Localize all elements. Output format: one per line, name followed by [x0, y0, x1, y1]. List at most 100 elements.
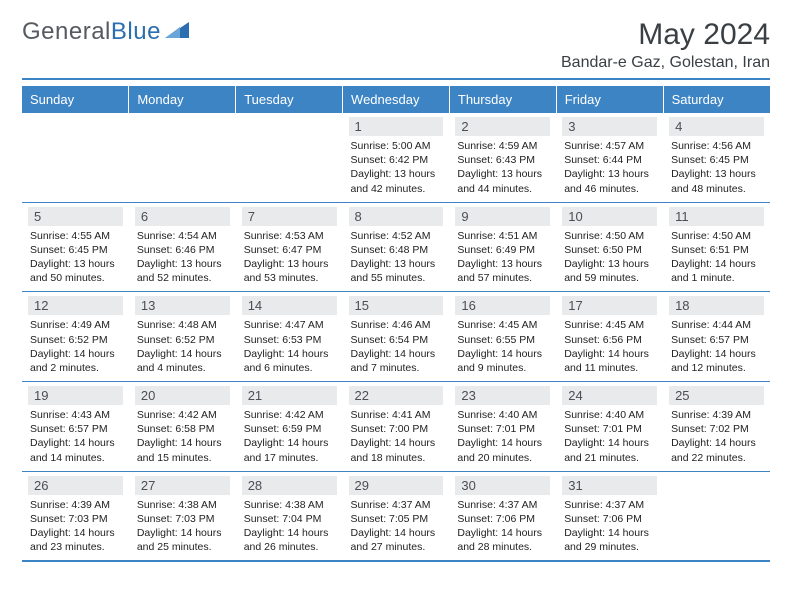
- sun-info: Sunrise: 4:57 AMSunset: 6:44 PMDaylight:…: [562, 139, 657, 196]
- sun-info: Sunrise: 4:52 AMSunset: 6:48 PMDaylight:…: [349, 229, 444, 286]
- calendar-week-row: 5 Sunrise: 4:55 AMSunset: 6:45 PMDaylight…: [22, 202, 770, 292]
- title-block: May 2024 Bandar-e Gaz, Golestan, Iran: [561, 18, 770, 72]
- sun-info: Sunrise: 4:37 AMSunset: 7:05 PMDaylight:…: [349, 498, 444, 555]
- calendar-cell: [236, 113, 343, 202]
- calendar-cell: 16Sunrise: 4:45 AMSunset: 6:55 PMDayligh…: [449, 292, 556, 382]
- day-number: 7: [242, 207, 337, 226]
- day-number: 8: [349, 207, 444, 226]
- sun-info: Sunrise: 4:46 AMSunset: 6:54 PMDaylight:…: [349, 318, 444, 375]
- day-number: 15: [349, 296, 444, 315]
- day-number: 18: [669, 296, 764, 315]
- sun-info: Sunrise: 4:39 AMSunset: 7:02 PMDaylight:…: [669, 408, 764, 465]
- calendar-cell: 19 Sunrise: 4:43 AMSunset: 6:57 PMDayligh…: [22, 382, 129, 472]
- calendar-week-row: 19 Sunrise: 4:43 AMSunset: 6:57 PMDayligh…: [22, 382, 770, 472]
- day-number: 31: [562, 476, 657, 495]
- calendar-cell: 11 Sunrise: 4:50 AMSunset: 6:51 PMDayligh…: [663, 202, 770, 292]
- sun-info: Sunrise: 4:48 AMSunset: 6:52 PMDaylight:…: [135, 318, 230, 375]
- day-number: 11: [669, 207, 764, 226]
- brand-triangle-icon: [165, 20, 191, 45]
- day-number: 9: [455, 207, 550, 226]
- calendar-head: SundayMondayTuesdayWednesdayThursdayFrid…: [22, 86, 770, 113]
- day-number: 21: [242, 386, 337, 405]
- sun-info: Sunrise: 4:42 AMSunset: 6:58 PMDaylight:…: [135, 408, 230, 465]
- calendar-cell: 2Sunrise: 4:59 AMSunset: 6:43 PMDaylight…: [449, 113, 556, 202]
- calendar-cell: 31Sunrise: 4:37 AMSunset: 7:06 PMDayligh…: [556, 471, 663, 560]
- brand-name-b: Blue: [111, 18, 161, 45]
- brand-logo: GeneralBlue: [22, 18, 191, 46]
- sun-info: Sunrise: 5:00 AMSunset: 6:42 PMDaylight:…: [349, 139, 444, 196]
- location-label: Bandar-e Gaz, Golestan, Iran: [561, 54, 770, 72]
- weekday-header: Saturday: [663, 86, 770, 113]
- calendar-cell: 30Sunrise: 4:37 AMSunset: 7:06 PMDayligh…: [449, 471, 556, 560]
- weekday-header: Tuesday: [236, 86, 343, 113]
- sun-info: Sunrise: 4:41 AMSunset: 7:00 PMDaylight:…: [349, 408, 444, 465]
- calendar-cell: 9 Sunrise: 4:51 AMSunset: 6:49 PMDaylight…: [449, 202, 556, 292]
- calendar-cell: 6 Sunrise: 4:54 AMSunset: 6:46 PMDaylight…: [129, 202, 236, 292]
- calendar-week-row: 26 Sunrise: 4:39 AMSunset: 7:03 PMDayligh…: [22, 471, 770, 560]
- sun-info: Sunrise: 4:42 AMSunset: 6:59 PMDaylight:…: [242, 408, 337, 465]
- day-number: 19: [28, 386, 123, 405]
- day-number: 5: [28, 207, 123, 226]
- calendar-cell: 4 Sunrise: 4:56 AMSunset: 6:45 PMDaylight…: [663, 113, 770, 202]
- sun-info: Sunrise: 4:40 AMSunset: 7:01 PMDaylight:…: [455, 408, 550, 465]
- calendar-cell: 15 Sunrise: 4:46 AMSunset: 6:54 PMDayligh…: [343, 292, 450, 382]
- sun-info: Sunrise: 4:59 AMSunset: 6:43 PMDaylight:…: [455, 139, 550, 196]
- sun-info: Sunrise: 4:47 AMSunset: 6:53 PMDaylight:…: [242, 318, 337, 375]
- sun-info: Sunrise: 4:54 AMSunset: 6:46 PMDaylight:…: [135, 229, 230, 286]
- day-number: 4: [669, 117, 764, 136]
- calendar-cell: 23Sunrise: 4:40 AMSunset: 7:01 PMDayligh…: [449, 382, 556, 472]
- sun-info: Sunrise: 4:39 AMSunset: 7:03 PMDaylight:…: [28, 498, 123, 555]
- sun-info: Sunrise: 4:44 AMSunset: 6:57 PMDaylight:…: [669, 318, 764, 375]
- calendar-cell: 7 Sunrise: 4:53 AMSunset: 6:47 PMDaylight…: [236, 202, 343, 292]
- calendar-wrap: SundayMondayTuesdayWednesdayThursdayFrid…: [22, 78, 770, 562]
- sun-info: Sunrise: 4:56 AMSunset: 6:45 PMDaylight:…: [669, 139, 764, 196]
- day-number: 20: [135, 386, 230, 405]
- calendar-cell: 3 Sunrise: 4:57 AMSunset: 6:44 PMDaylight…: [556, 113, 663, 202]
- calendar-cell: 24 Sunrise: 4:40 AMSunset: 7:01 PMDayligh…: [556, 382, 663, 472]
- day-number: 26: [28, 476, 123, 495]
- weekday-header: Monday: [129, 86, 236, 113]
- sun-info: Sunrise: 4:43 AMSunset: 6:57 PMDaylight:…: [28, 408, 123, 465]
- calendar-cell: [22, 113, 129, 202]
- weekday-header: Friday: [556, 86, 663, 113]
- day-number: 6: [135, 207, 230, 226]
- weekday-header: Thursday: [449, 86, 556, 113]
- sun-info: Sunrise: 4:37 AMSunset: 7:06 PMDaylight:…: [455, 498, 550, 555]
- sun-info: Sunrise: 4:45 AMSunset: 6:56 PMDaylight:…: [562, 318, 657, 375]
- day-number: 29: [349, 476, 444, 495]
- calendar-cell: 8 Sunrise: 4:52 AMSunset: 6:48 PMDaylight…: [343, 202, 450, 292]
- sun-info: Sunrise: 4:53 AMSunset: 6:47 PMDaylight:…: [242, 229, 337, 286]
- sun-info: Sunrise: 4:40 AMSunset: 7:01 PMDaylight:…: [562, 408, 657, 465]
- day-number: 22: [349, 386, 444, 405]
- calendar-cell: [663, 471, 770, 560]
- weekday-header: Wednesday: [343, 86, 450, 113]
- calendar-cell: 12Sunrise: 4:49 AMSunset: 6:52 PMDayligh…: [22, 292, 129, 382]
- day-number: 10: [562, 207, 657, 226]
- calendar-table: SundayMondayTuesdayWednesdayThursdayFrid…: [22, 86, 770, 560]
- brand-name-a: General: [22, 18, 111, 45]
- page-header: GeneralBlue May 2024 Bandar-e Gaz, Goles…: [22, 18, 770, 72]
- sun-info: Sunrise: 4:50 AMSunset: 6:51 PMDaylight:…: [669, 229, 764, 286]
- day-number: 14: [242, 296, 337, 315]
- calendar-cell: [129, 113, 236, 202]
- calendar-week-row: 12Sunrise: 4:49 AMSunset: 6:52 PMDayligh…: [22, 292, 770, 382]
- calendar-page: GeneralBlue May 2024 Bandar-e Gaz, Goles…: [0, 0, 792, 580]
- weekday-row: SundayMondayTuesdayWednesdayThursdayFrid…: [22, 86, 770, 113]
- day-number: 28: [242, 476, 337, 495]
- day-number: 25: [669, 386, 764, 405]
- sun-info: Sunrise: 4:38 AMSunset: 7:04 PMDaylight:…: [242, 498, 337, 555]
- sun-info: Sunrise: 4:51 AMSunset: 6:49 PMDaylight:…: [455, 229, 550, 286]
- day-number: 1: [349, 117, 444, 136]
- sun-info: Sunrise: 4:49 AMSunset: 6:52 PMDaylight:…: [28, 318, 123, 375]
- day-number: 16: [455, 296, 550, 315]
- calendar-cell: 13Sunrise: 4:48 AMSunset: 6:52 PMDayligh…: [129, 292, 236, 382]
- day-number: 27: [135, 476, 230, 495]
- calendar-cell: 27Sunrise: 4:38 AMSunset: 7:03 PMDayligh…: [129, 471, 236, 560]
- sun-info: Sunrise: 4:50 AMSunset: 6:50 PMDaylight:…: [562, 229, 657, 286]
- sun-info: Sunrise: 4:55 AMSunset: 6:45 PMDaylight:…: [28, 229, 123, 286]
- day-number: 17: [562, 296, 657, 315]
- calendar-cell: 29 Sunrise: 4:37 AMSunset: 7:05 PMDayligh…: [343, 471, 450, 560]
- day-number: 24: [562, 386, 657, 405]
- brand-name: GeneralBlue: [22, 18, 161, 46]
- day-number: 3: [562, 117, 657, 136]
